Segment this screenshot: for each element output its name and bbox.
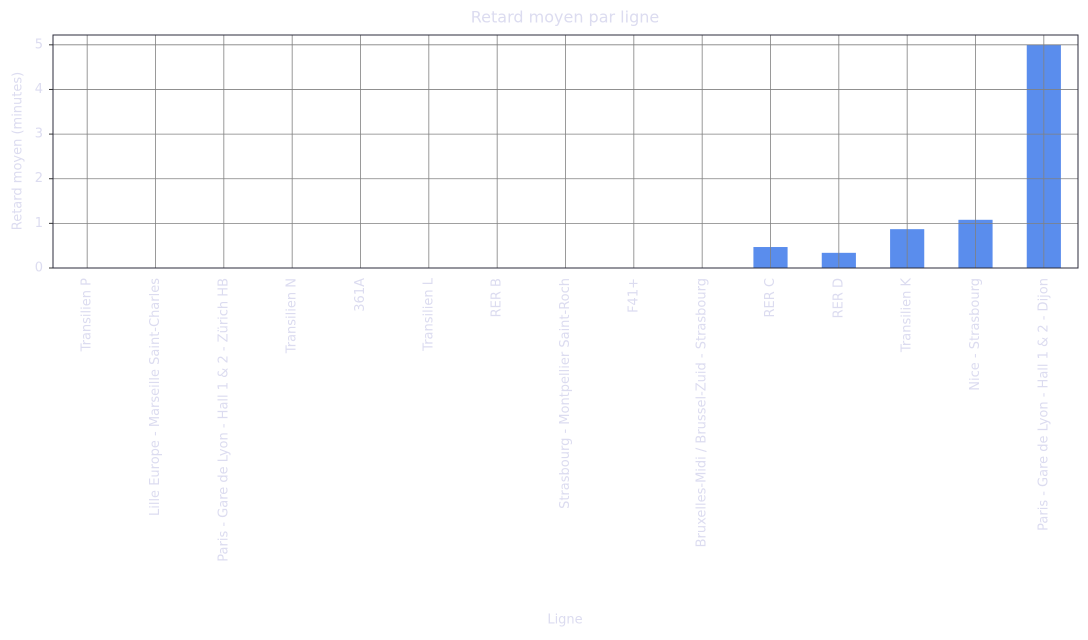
x-tick-label: 361A (353, 278, 368, 312)
x-tick-label: Strasbourg - Montpellier Saint-Roch (558, 278, 573, 509)
x-tick-label: Transilien P (80, 278, 95, 353)
x-tick-label: F41+ (626, 278, 641, 313)
y-tick-label: 3 (35, 127, 43, 142)
y-axis-label: Retard moyen (minutes) (11, 72, 26, 230)
x-tick-label: Transilien L (421, 277, 436, 352)
x-tick-label: RER B (490, 278, 505, 317)
x-tick-label: Paris - Gare de Lyon - Hall 1 & 2 - Dijo… (1036, 278, 1051, 531)
x-tick-label: Paris - Gare de Lyon - Hall 1 & 2 - Züri… (216, 278, 231, 562)
x-tick-label: Bruxelles-Midi / Brussel-Zuid - Strasbou… (695, 278, 710, 547)
y-tick-label: 4 (35, 82, 43, 97)
plot-frame (52, 34, 1079, 269)
x-tick-label: Transilien N (285, 278, 300, 354)
y-tick-label: 0 (35, 261, 43, 276)
x-tick-label: RER D (831, 278, 846, 318)
x-axis-label: Ligne (547, 613, 582, 628)
x-tick-label: RER C (763, 278, 778, 318)
y-tick-label: 2 (35, 171, 43, 186)
x-tick-label: Lille Europe - Marseille Saint-Charles (148, 278, 163, 516)
chart-title: Retard moyen par ligne (471, 8, 659, 27)
x-tick-label: Nice - Strasbourg (968, 278, 983, 391)
x-tick-label: Transilien K (900, 278, 915, 354)
y-tick-label: 1 (35, 216, 43, 231)
y-tick-label: 5 (35, 37, 43, 52)
